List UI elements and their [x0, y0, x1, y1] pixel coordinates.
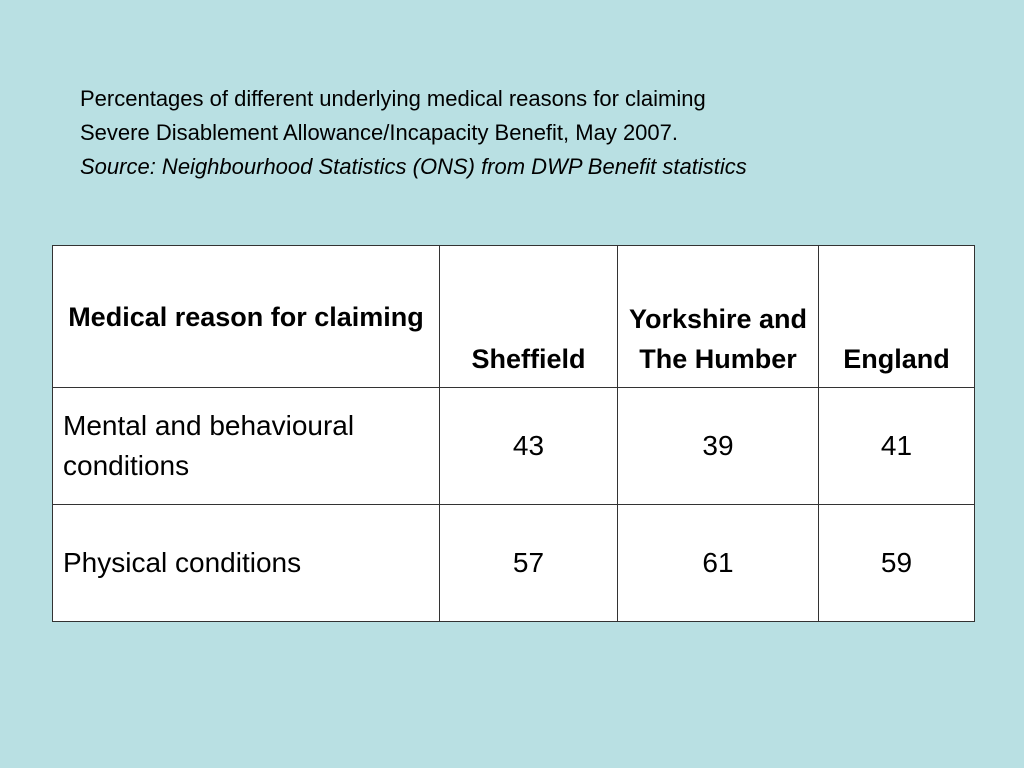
- data-table: Medical reason for claiming Sheffield York…: [52, 245, 975, 622]
- value-cell: 39: [617, 387, 819, 505]
- table-body: Mental and behavioural conditions 43 39 41 P…: [52, 387, 975, 622]
- header-cell: England: [818, 245, 975, 388]
- value-cell: 43: [439, 387, 618, 505]
- value-cell: 61: [617, 504, 819, 622]
- header-row: Medical reason for claiming Sheffield York…: [52, 245, 975, 388]
- caption: Percentages of different underlying medi…: [80, 82, 747, 184]
- table-row: Physical conditions 57 61 59: [52, 504, 975, 622]
- header-cell: Sheffield: [439, 245, 618, 388]
- value-cell: 57: [439, 504, 618, 622]
- caption-line: Percentages of different underlying medi…: [80, 86, 706, 111]
- value-cell: 41: [818, 387, 975, 505]
- caption-line: Severe Disablement Allowance/Incapacity …: [80, 120, 678, 145]
- value-cell: 59: [818, 504, 975, 622]
- table-row: Mental and behavioural conditions 43 39 41: [52, 387, 975, 505]
- header-cell: Yorkshire and The Humber: [617, 245, 819, 388]
- header-cell: Medical reason for claiming: [52, 245, 440, 388]
- label-cell: Mental and behavioural conditions: [52, 387, 440, 505]
- caption-source: Source: Neighbourhood Statistics (ONS) f…: [80, 154, 747, 179]
- label-cell: Physical conditions: [52, 504, 440, 622]
